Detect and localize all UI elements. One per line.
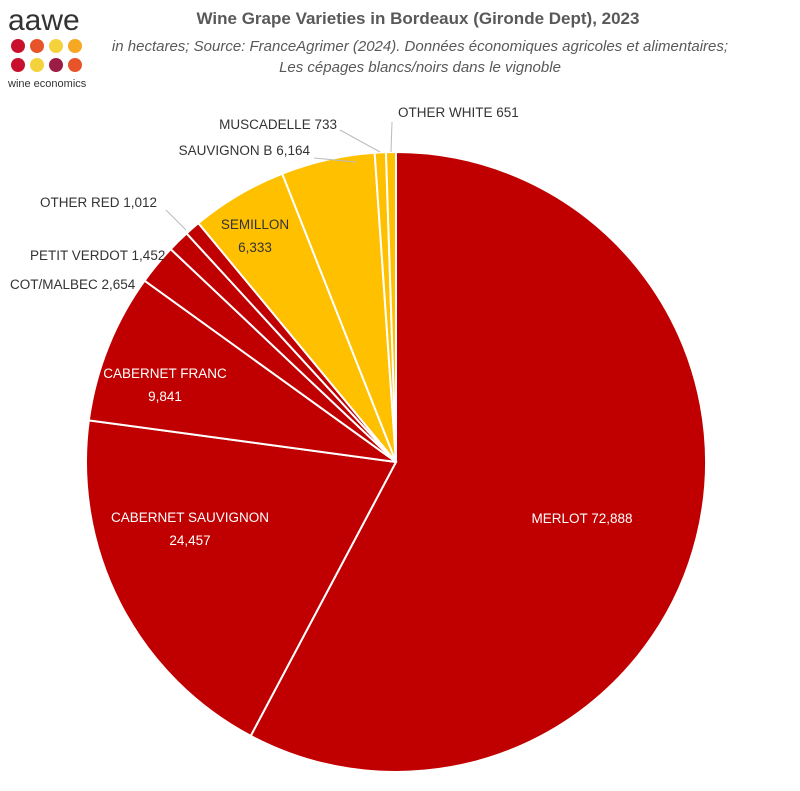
label-value: 733 [314,117,337,132]
logo-dot [49,39,63,53]
data-label: OTHER WHITE 651 [398,105,519,120]
label-category: SEMILLON [221,217,289,232]
label-value: 6,164 [276,143,310,158]
data-label: OTHER RED 1,012 [40,195,157,210]
pie-slice [85,419,398,738]
leader-line [165,209,187,231]
label-value: 1,452 [132,248,166,263]
label-value: 72,888 [591,511,632,526]
data-label: COT/MALBEC 2,654 [10,277,136,292]
logo-dot [11,58,25,72]
subtitle-box: in hectares; Source: FranceAgrimer (2024… [111,38,729,76]
label-category: MUSCADELLE [219,117,311,132]
label-category: COT/MALBEC [10,277,98,292]
label-category: OTHER RED [40,195,120,210]
pie-slice [384,150,397,463]
leader-line [390,121,393,153]
logo-dot [68,39,82,53]
label-category: OTHER WHITE [398,105,493,120]
logo-dot [30,58,44,72]
label-value: 651 [496,105,519,120]
label-value: 24,457 [169,533,210,548]
leader-line [339,129,381,153]
logo-dot [68,58,82,72]
data-label: MUSCADELLE 733 [219,117,337,132]
logo-tagline: wine economics [7,78,87,90]
logo-dot [11,39,25,53]
logo: aawe wine economics [7,4,87,90]
label-category: PETIT VERDOT [30,248,128,263]
label-value: 9,841 [148,389,182,404]
chart-subtitle: in hectares; Source: FranceAgrimer (2024… [111,38,729,76]
logo-dot [30,39,44,53]
data-label: SEMILLON 6,333 [221,217,289,255]
label-category: MERLOT [531,511,587,526]
label-value: 2,654 [102,277,136,292]
chart-title: Wine Grape Varieties in Bordeaux (Girond… [197,9,640,28]
pie-slice [87,279,397,463]
label-category: SAUVIGNON B [179,143,273,158]
label-category: CABERNET FRANC [103,366,227,381]
data-label: SAUVIGNON B 6,164 [179,143,311,158]
data-label: CABERNET SAUVIGNON 24,457 [111,510,269,548]
data-label: MERLOT 72,888 [531,511,632,526]
label-value: 6,333 [238,240,272,255]
logo-dot [49,58,63,72]
pie-slice [249,150,707,773]
pie [85,150,707,773]
logo-name: aawe [8,4,80,37]
data-label: PETIT VERDOT 1,452 [30,248,165,263]
label-value: 1,012 [123,195,157,210]
leader-line [313,157,357,163]
label-category: CABERNET SAUVIGNON [111,510,269,525]
data-label: CABERNET FRANC 9,841 [103,366,227,404]
